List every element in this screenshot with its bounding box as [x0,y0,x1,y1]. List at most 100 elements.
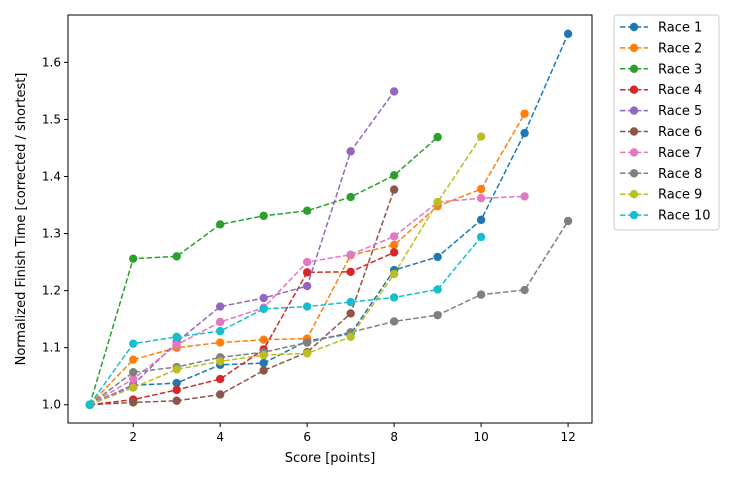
data-point [433,310,442,320]
legend-marker [629,43,639,53]
data-point [259,335,268,344]
x-axis-ticks: 2 4 6 8 10 12 [129,423,576,444]
data-point [259,211,268,221]
legend-item: Race 3 [620,62,702,77]
data-point [476,132,486,141]
data-point [85,400,94,409]
y-tick-label: 1.6 [42,55,61,69]
legend-item: Race 4 [620,83,702,98]
data-point [259,304,268,314]
legend-marker [629,127,639,136]
data-point [389,240,399,250]
plot-background [68,15,592,423]
x-tick-label: 10 [473,430,488,444]
legend-label: Race 2 [658,41,702,56]
data-point [346,332,355,342]
data-point [346,147,355,156]
data-point [129,368,138,377]
data-point [433,252,442,262]
data-point [129,383,138,392]
data-point [520,109,529,118]
data-point [433,132,442,142]
data-point [302,349,312,358]
data-point [172,378,181,388]
data-point [129,254,138,263]
legend-item: Race 10 [620,209,711,224]
data-point [129,398,138,407]
data-point [172,385,181,395]
legend-label: Race 8 [658,167,702,182]
data-point [172,365,181,374]
data-point [476,215,486,225]
legend-item: Race 7 [620,146,702,161]
data-point [215,317,225,327]
data-point [302,268,312,277]
data-point [215,374,225,384]
legend-label: Race 5 [658,104,702,119]
x-tick-label: 4 [216,430,224,444]
data-point [346,250,355,259]
data-point [215,220,225,229]
data-point [476,193,486,203]
series-line [89,136,482,406]
data-point [129,339,138,348]
data-point [129,355,138,364]
data-point [520,192,529,201]
data-point [172,340,181,350]
series-race-7 [85,192,529,409]
legend-marker [629,64,639,74]
legend-item: Race 8 [620,167,702,182]
data-point [259,293,268,303]
legend-item: Race 5 [620,104,702,119]
y-tick-label: 1.2 [42,284,61,298]
data-point [433,197,442,207]
data-point [389,317,399,326]
legend-marker [629,106,639,115]
x-axis-label: Score [points] [285,451,376,466]
series-line [89,33,569,406]
y-tick-label: 1.1 [42,341,61,355]
data-point [172,252,181,261]
y-tick-label: 1.0 [42,398,61,412]
data-point [215,326,225,336]
legend-marker [629,85,639,94]
legend-marker [629,169,639,178]
data-point [433,285,442,294]
data-point [520,128,529,138]
data-point [302,338,312,347]
legend-label: Race 7 [658,146,702,161]
data-point [346,297,355,307]
data-point [389,87,399,96]
legend-label: Race 9 [658,188,702,203]
data-point [520,285,529,295]
series-line [89,220,569,406]
data-point [476,290,486,299]
data-point [302,206,312,215]
data-point [389,293,399,302]
y-tick-label: 1.4 [42,169,61,183]
legend-label: Race 1 [658,21,702,36]
data-point [172,332,181,342]
legend-marker [629,210,639,220]
data-point [563,29,573,39]
y-tick-label: 1.3 [42,227,61,241]
data-point [259,350,268,360]
data-point [346,309,355,318]
data-point [215,302,225,311]
data-point [389,232,399,241]
data-point [389,185,399,194]
data-point [215,357,225,366]
series-layer [85,29,573,409]
x-tick-label: 8 [390,430,398,444]
legend-item: Race 2 [620,41,702,56]
data-point [259,358,268,368]
data-point [129,374,138,384]
data-point [302,257,312,267]
series-line [89,91,395,406]
data-point [389,248,399,257]
data-point [302,302,312,311]
data-point [302,281,312,291]
data-point [346,192,355,202]
series-line [89,189,395,406]
